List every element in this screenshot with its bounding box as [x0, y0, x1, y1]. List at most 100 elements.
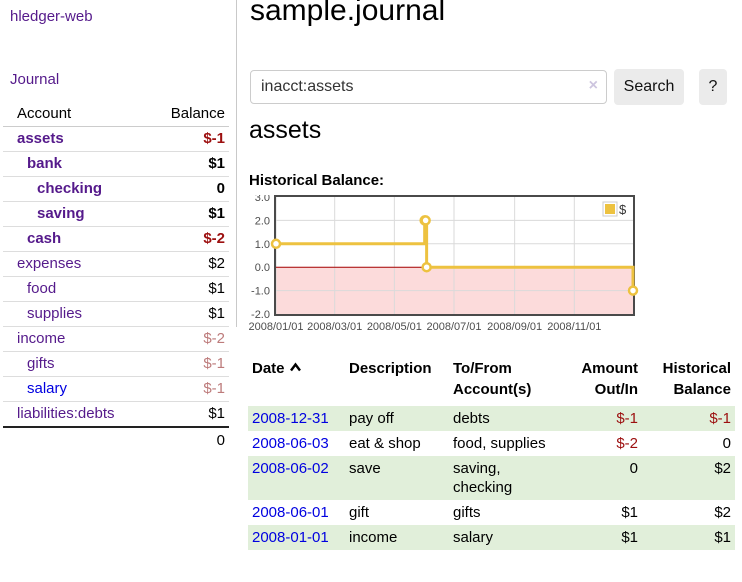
data-point — [270, 238, 282, 250]
y-axis-tick-label: -1.0 — [251, 286, 270, 298]
transaction-date-link[interactable]: 2008-06-03 — [252, 435, 329, 452]
transaction-amount: $1 — [552, 525, 642, 550]
search-box: × — [250, 70, 607, 104]
sidebar-account-link-cash[interactable]: cash — [27, 230, 62, 247]
help-button[interactable]: ? — [699, 69, 727, 105]
accounts-table-header-row: Account Balance — [3, 102, 229, 127]
sidebar-account-link-income[interactable]: income — [17, 330, 66, 347]
transaction-description: pay off — [345, 406, 449, 431]
x-axis-tick-label: 2008/11/01 — [547, 321, 601, 333]
account-row: bank $1 — [3, 151, 229, 177]
transaction-amount: 0 — [552, 456, 642, 500]
y-axis-tick-label: 0.0 — [255, 262, 270, 274]
accounts-total-balance: 0 — [116, 426, 229, 453]
transaction-balance: $1 — [642, 525, 735, 550]
register-header-amount: Amount Out/In — [581, 360, 638, 398]
sidebar-account-balance-gifts: $-1 — [116, 351, 229, 377]
sidebar-account-link-gifts[interactable]: gifts — [27, 355, 55, 372]
clear-search-icon[interactable]: × — [588, 77, 598, 94]
sort-ascending-icon — [289, 362, 301, 372]
sidebar-account-link-expenses[interactable]: expenses — [17, 255, 82, 272]
transaction-balance: 0 — [722, 435, 731, 452]
account-row: liabilities:debts $1 — [3, 401, 229, 427]
transaction-amount: $-2 — [616, 435, 638, 452]
register-row: 2008-01-01 income salary $1 $1 — [248, 525, 735, 550]
app-title-link[interactable]: hledger-web — [10, 8, 93, 25]
sidebar-divider — [236, 0, 237, 327]
register-table-body: 2008-12-31 pay off debts $-1 $-1 2008-06-03 ea… — [248, 406, 735, 550]
account-row: cash $-2 — [3, 226, 229, 252]
x-axis-tick-label: 2008/07/01 — [426, 321, 481, 333]
x-axis-tick-label: 2008/05/01 — [367, 321, 422, 333]
account-row: food $1 — [3, 276, 229, 302]
transaction-date-link[interactable]: 2008-12-31 — [252, 410, 329, 427]
sidebar-account-link-saving[interactable]: saving — [37, 205, 85, 222]
data-point — [627, 285, 639, 296]
sidebar-account-balance-assets: $-1 — [203, 130, 225, 147]
register-row: 2008-06-01 gift gifts $1 $2 — [248, 500, 735, 525]
transaction-date-link[interactable]: 2008-06-01 — [252, 504, 329, 521]
search-input[interactable] — [250, 70, 607, 104]
x-axis-tick-label: 2008/01/01 — [248, 321, 303, 333]
register-header-date[interactable]: Date — [248, 355, 345, 406]
legend-label: $ — [619, 202, 627, 217]
y-axis-tick-label: 3.0 — [255, 195, 270, 204]
transaction-date-link[interactable]: 2008-01-01 — [252, 529, 329, 546]
register-row: 2008-06-02 save saving, checking 0 $2 — [248, 456, 735, 500]
y-axis-tick-label: 1.0 — [255, 239, 270, 251]
plot-border — [274, 195, 635, 316]
account-row: supplies $1 — [3, 301, 229, 327]
register-header-balance: Historical Balance — [662, 360, 731, 398]
account-row: saving $1 — [3, 201, 229, 227]
register-row: 2008-12-31 pay off debts $-1 $-1 — [248, 406, 735, 431]
sidebar-account-link-bank[interactable]: bank — [27, 155, 63, 172]
sidebar-account-balance-cash: $-2 — [116, 226, 229, 252]
transaction-balance: $2 — [642, 456, 735, 500]
sidebar-account-balance-checking: 0 — [116, 176, 229, 202]
sidebar-account-balance-liabilities-debts: $1 — [116, 401, 229, 427]
sidebar-account-link-liabilities-debts[interactable]: liabilities:debts — [17, 405, 115, 422]
transaction-date-link[interactable]: 2008-06-02 — [252, 460, 329, 477]
y-axis-tick-label: -2.0 — [251, 309, 270, 321]
transaction-accounts: debts — [449, 406, 552, 431]
transaction-description: gift — [349, 504, 370, 521]
transaction-accounts: food, supplies — [453, 435, 546, 452]
transaction-description: income — [345, 525, 449, 550]
accounts-header-balance: Balance — [116, 102, 229, 127]
x-axis-tick-label: 2008/09/01 — [487, 321, 542, 333]
account-row: salary $-1 — [3, 376, 229, 402]
account-row: expenses $2 — [3, 251, 229, 277]
sidebar-account-balance-salary: $-1 — [116, 376, 229, 402]
search-button[interactable]: Search — [614, 69, 684, 105]
transaction-balance: $-1 — [642, 406, 735, 431]
sidebar-account-link-assets[interactable]: assets — [17, 130, 64, 147]
sidebar-account-link-checking[interactable]: checking — [37, 180, 103, 197]
transaction-amount: $1 — [621, 504, 638, 521]
sidebar-account-link-salary[interactable]: salary — [27, 380, 68, 397]
transaction-description: eat & shop — [349, 435, 421, 452]
account-row: income $-2 — [3, 326, 229, 352]
account-row: assets $-1 — [3, 127, 229, 152]
sidebar-account-balance-income: $-2 — [116, 326, 229, 352]
account-heading: assets — [249, 116, 322, 144]
sidebar-item-journal[interactable]: Journal — [10, 71, 60, 88]
y-axis-tick-label: 2.0 — [255, 215, 270, 227]
sidebar-account-balance-supplies: $1 — [116, 301, 229, 327]
transaction-amount: $-1 — [552, 406, 642, 431]
register-table: Date Description To/From Account(s) Amou… — [248, 355, 735, 550]
register-header-accounts: To/From Account(s) — [453, 360, 532, 398]
account-row: gifts $-1 — [3, 351, 229, 377]
historical-balance-label: Historical Balance: — [249, 172, 385, 189]
sidebar-account-link-food[interactable]: food — [27, 280, 57, 297]
page-title: sample.journal — [250, 0, 446, 27]
sidebar-account-link-supplies[interactable]: supplies — [27, 305, 83, 322]
main-panel: sample.journal × Search ? assets Histori… — [248, 0, 742, 582]
data-point — [421, 261, 432, 273]
sidebar-account-balance-bank: $1 — [116, 151, 229, 177]
sidebar-account-balance-expenses: $2 — [116, 251, 229, 277]
sidebar-account-balance-saving: $1 — [116, 201, 229, 227]
sidebar-account-balance-food: $1 — [116, 276, 229, 302]
transaction-accounts: salary — [449, 525, 552, 550]
account-row: checking 0 — [3, 176, 229, 202]
